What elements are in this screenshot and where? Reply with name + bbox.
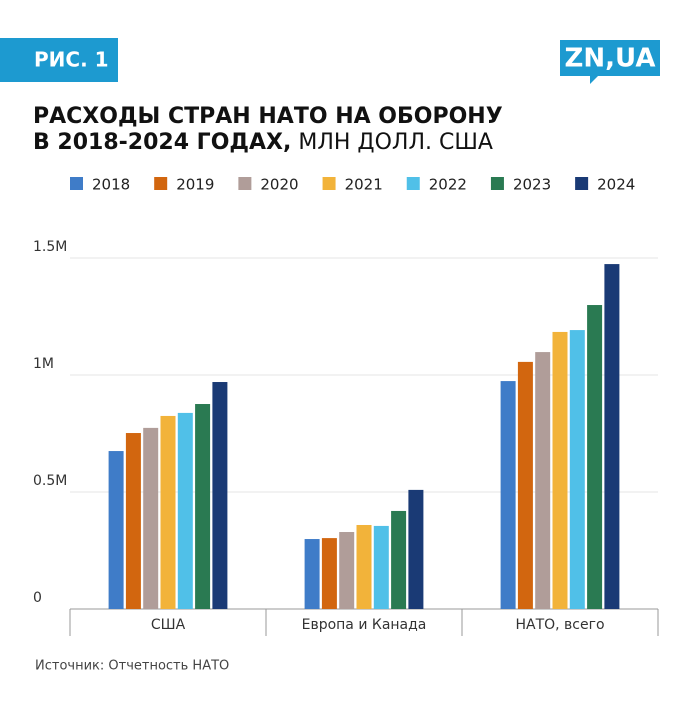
bar	[391, 510, 407, 609]
legend-label: 2023	[513, 176, 551, 194]
bar	[321, 538, 337, 609]
legend-label: 2022	[429, 176, 467, 194]
bar	[304, 539, 320, 609]
subtitle: МЛН ДОЛЛ. США	[298, 130, 493, 155]
legend-label: 2019	[176, 176, 214, 194]
chart-title: РАСХОДЫ СТРАН НАТО НА ОБОРОНУ	[33, 104, 503, 129]
bar	[604, 264, 620, 609]
title-line2: В 2018-2024 ГОДАХ,	[33, 130, 291, 155]
y-tick-label: 0.5M	[33, 473, 67, 489]
bar	[569, 330, 585, 609]
bar	[535, 352, 551, 609]
bar	[212, 382, 228, 609]
badge: РИС. 1	[34, 48, 109, 72]
y-tick-label: 0	[33, 590, 42, 606]
logo-bg	[560, 40, 660, 84]
chart-title-line2: В 2018-2024 ГОДАХ, МЛН ДОЛЛ. США	[33, 130, 493, 155]
bar	[552, 331, 568, 609]
y-tick-label: 1.5M	[33, 239, 67, 255]
legend-swatch	[406, 177, 420, 190]
bar	[108, 451, 124, 609]
bar	[177, 412, 193, 609]
legend-label: 2018	[92, 176, 130, 194]
bar	[373, 525, 389, 609]
x-tick-label: Европа и Канада	[302, 617, 427, 633]
legend-label: 2024	[597, 176, 635, 194]
legend-swatch	[322, 177, 336, 190]
bar	[160, 415, 176, 609]
logo: ZN,UA	[565, 44, 656, 74]
x-tick-label: НАТО, всего	[515, 617, 604, 633]
bar	[195, 404, 211, 609]
y-tick-label: 1M	[33, 356, 54, 372]
bar	[339, 532, 355, 609]
legend-swatch	[70, 177, 83, 190]
legend-swatch	[154, 177, 168, 190]
legend-swatch	[490, 177, 504, 190]
legend-swatch	[238, 177, 252, 190]
bar	[125, 433, 141, 609]
source: Источник: Отчетность НАТО	[35, 659, 229, 674]
bar	[356, 524, 372, 609]
bar	[587, 305, 603, 609]
bar	[143, 427, 159, 609]
bar	[517, 361, 533, 609]
bar	[500, 381, 516, 609]
bar	[408, 489, 424, 609]
badge-bg	[0, 38, 118, 82]
legend-label: 2020	[260, 176, 298, 194]
legend-label: 2021	[345, 176, 383, 194]
legend-swatch	[575, 177, 589, 190]
x-tick-label: США	[151, 617, 186, 633]
